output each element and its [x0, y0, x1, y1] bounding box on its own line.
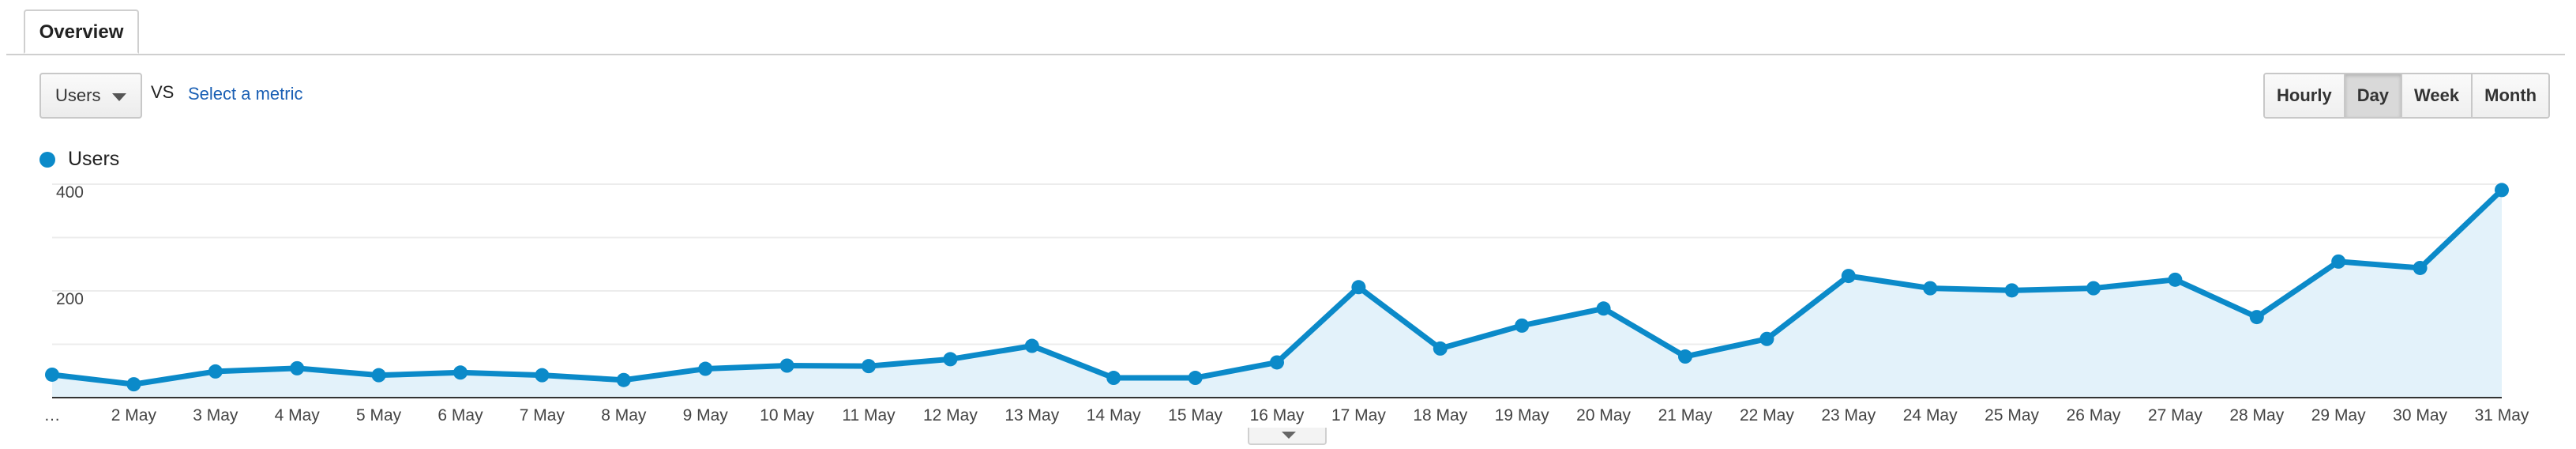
x-tick-label: 18 May: [1413, 406, 1467, 424]
x-tick-label: 29 May: [2311, 406, 2366, 424]
x-tick-label: 10 May: [760, 406, 814, 424]
tab-overview[interactable]: Overview: [24, 9, 139, 54]
data-point: [2495, 183, 2509, 198]
x-tick-label: 5 May: [356, 406, 402, 424]
day-button[interactable]: Day: [2345, 74, 2403, 117]
data-point: [1433, 341, 1448, 356]
legend-label: Users: [68, 148, 120, 170]
data-point: [1024, 338, 1039, 353]
metric-dropdown[interactable]: Users: [39, 73, 142, 119]
data-point: [1106, 371, 1121, 386]
y-tick-label: 400: [56, 183, 84, 202]
x-tick-label: 23 May: [1821, 406, 1876, 424]
data-point: [45, 367, 59, 382]
x-tick-label: 6 May: [437, 406, 483, 424]
data-point: [1841, 269, 1856, 284]
x-tick-label: …: [44, 406, 61, 424]
data-point: [2004, 283, 2019, 298]
data-point: [1188, 371, 1203, 386]
x-tick-label: 2 May: [111, 406, 157, 424]
x-tick-label: 24 May: [1903, 406, 1958, 424]
data-point: [2331, 254, 2346, 269]
data-point: [943, 352, 958, 367]
x-tick-label: 3 May: [193, 406, 238, 424]
data-point: [779, 358, 794, 373]
x-tick-label: 7 May: [520, 406, 565, 424]
x-tick-label: 15 May: [1168, 406, 1222, 424]
x-tick-label: 4 May: [275, 406, 321, 424]
data-point: [2413, 260, 2428, 275]
legend-dot-icon: [39, 151, 55, 168]
x-tick-label: 26 May: [2067, 406, 2121, 424]
x-tick-label: 13 May: [1004, 406, 1059, 424]
data-point: [2249, 310, 2264, 325]
hourly-button[interactable]: Hourly: [2265, 74, 2345, 117]
data-point: [1596, 301, 1611, 316]
x-tick-label: 9 May: [683, 406, 729, 424]
data-point: [1678, 349, 1692, 364]
x-tick-label: 30 May: [2393, 406, 2447, 424]
select-metric-link[interactable]: Select a metric: [188, 84, 303, 104]
x-tick-label: 31 May: [2475, 406, 2529, 424]
metric-dropdown-label: Users: [55, 85, 101, 105]
x-tick-label: 8 May: [601, 406, 647, 424]
x-tick-label: 17 May: [1331, 406, 1386, 424]
data-point: [371, 368, 386, 383]
data-point: [453, 365, 468, 380]
vs-label: VS: [151, 82, 175, 102]
data-point: [1759, 331, 1774, 346]
chart-legend: Users: [39, 148, 119, 171]
data-point: [1515, 318, 1530, 333]
data-point: [616, 372, 631, 387]
data-point: [290, 360, 305, 375]
series-area: [52, 190, 2502, 398]
x-tick-label: 21 May: [1658, 406, 1713, 424]
week-button[interactable]: Week: [2402, 74, 2473, 117]
data-point: [535, 368, 550, 383]
data-point: [2086, 281, 2101, 296]
caret-down-icon: [112, 93, 126, 101]
data-point: [208, 364, 223, 379]
x-tick-label: 25 May: [1985, 406, 2039, 424]
x-tick-label: 20 May: [1576, 406, 1631, 424]
data-point: [1923, 281, 1938, 296]
x-tick-label: 28 May: [2229, 406, 2284, 424]
data-point: [862, 359, 876, 374]
data-point: [1351, 280, 1366, 295]
tab-bar: Overview: [6, 0, 2565, 55]
granularity-toggle: Hourly Day Week Month: [2263, 73, 2551, 119]
x-tick-label: 11 May: [842, 406, 896, 424]
x-tick-label: 27 May: [2148, 406, 2202, 424]
x-tick-label: 16 May: [1250, 406, 1305, 424]
data-point: [1270, 355, 1284, 370]
x-tick-label: 22 May: [1740, 406, 1794, 424]
y-tick-label: 200: [56, 290, 84, 308]
x-tick-label: 19 May: [1495, 406, 1549, 424]
x-tick-label: 12 May: [923, 406, 978, 424]
chart-resize-handle[interactable]: [1248, 428, 1327, 445]
month-button[interactable]: Month: [2473, 74, 2549, 117]
data-point: [126, 377, 141, 392]
data-point: [2168, 272, 2183, 287]
data-point: [698, 361, 713, 376]
x-tick-label: 14 May: [1087, 406, 1141, 424]
